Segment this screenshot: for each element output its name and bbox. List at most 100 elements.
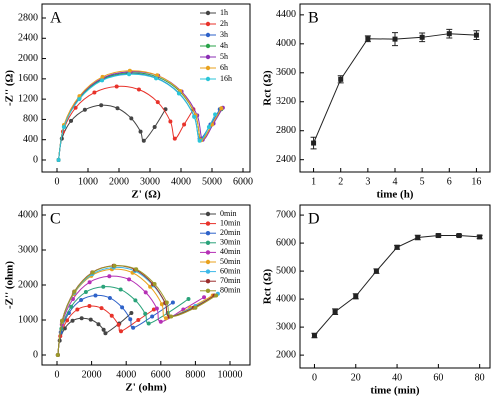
x-tick-label: 4000 — [116, 369, 136, 380]
x-tick-label: 3 — [365, 176, 370, 187]
data-point — [136, 317, 141, 322]
x-tick-label: 6 — [447, 176, 452, 187]
data-point — [92, 90, 97, 95]
x-tick-label: 1000 — [78, 176, 98, 187]
data-point — [65, 318, 70, 323]
data-point — [129, 310, 134, 315]
y-axis-label: Rct (Ω) — [262, 268, 274, 304]
data-point — [79, 298, 84, 303]
series-line — [57, 265, 217, 356]
y-tick-label: 2800 — [18, 12, 38, 23]
x-axis-label: time (h) — [377, 189, 414, 201]
data-point — [88, 317, 93, 322]
data-point — [93, 293, 98, 298]
data-point — [69, 304, 74, 309]
y-axis-label: -Z'' (ohm) — [4, 261, 16, 309]
series-line — [57, 266, 219, 356]
legend-marker — [205, 211, 211, 217]
data-point — [60, 318, 65, 323]
data-point — [115, 106, 120, 111]
y-tick-label: 7000 — [276, 209, 296, 220]
x-axis-label: Z' (Ω) — [131, 189, 161, 201]
data-point — [73, 105, 78, 110]
data-point — [172, 136, 177, 141]
data-point — [116, 322, 121, 327]
data-point — [133, 298, 138, 303]
data-point — [158, 319, 163, 324]
legend-label: 40min — [220, 247, 240, 256]
data-point — [141, 138, 146, 143]
legend-label: 0min — [220, 209, 236, 218]
data-point — [311, 140, 317, 146]
data-point — [99, 306, 104, 311]
x-tick-label: 40 — [392, 372, 402, 383]
data-point — [118, 287, 123, 292]
data-point — [83, 289, 88, 294]
x-tick-label: 6000 — [151, 369, 171, 380]
legend-label: 30min — [220, 238, 240, 247]
y-tick-label: 3000 — [276, 321, 296, 332]
data-point — [206, 125, 211, 130]
data-point — [75, 307, 80, 312]
legend-marker — [205, 32, 211, 38]
data-point — [114, 84, 119, 89]
data-point — [134, 267, 139, 272]
x-tick-label: 5 — [420, 176, 425, 187]
legend-marker — [205, 65, 211, 71]
y-tick-label: 4000 — [276, 38, 296, 49]
panel-label: B — [308, 10, 319, 27]
data-point — [477, 234, 483, 240]
data-point — [61, 125, 66, 130]
data-point — [159, 302, 164, 307]
legend-marker — [205, 269, 211, 274]
data-point — [100, 78, 105, 83]
data-point — [55, 352, 60, 357]
data-point — [338, 76, 344, 82]
legend-label: 4h — [220, 41, 228, 50]
x-tick-label: 8000 — [185, 369, 205, 380]
data-point — [154, 76, 159, 81]
legend-marker — [205, 259, 211, 265]
data-point — [131, 325, 136, 330]
data-point — [332, 309, 338, 315]
series-line — [314, 235, 480, 336]
legend-marker — [205, 10, 211, 16]
data-point — [197, 138, 202, 143]
legend-label: 60min — [220, 266, 240, 275]
y-tick-label: 400 — [23, 134, 38, 145]
x-tick-label: 60 — [433, 372, 443, 383]
data-point — [138, 129, 143, 134]
y-axis-label: Rct (Ω) — [262, 70, 274, 106]
data-point — [87, 280, 92, 285]
x-tick-label: 0 — [55, 176, 60, 187]
y-tick-label: 5000 — [276, 265, 296, 276]
series-line — [57, 305, 155, 356]
data-point — [103, 331, 108, 336]
y-tick-label: 4000 — [18, 209, 38, 220]
y-tick-label: 4000 — [276, 293, 296, 304]
legend-label: 6h — [220, 63, 228, 72]
series-line — [57, 294, 174, 356]
legend-marker — [205, 221, 211, 226]
y-tick-label: 1200 — [18, 93, 38, 104]
data-point — [415, 234, 421, 240]
series-line — [57, 312, 132, 356]
legend-label: 1h — [220, 8, 228, 17]
x-tick-label: 2000 — [109, 176, 129, 187]
data-point — [392, 36, 398, 42]
data-point — [146, 321, 151, 326]
y-tick-label: 3600 — [276, 67, 296, 78]
x-tick-label: 16 — [471, 176, 481, 187]
x-tick-label: 2 — [338, 176, 343, 187]
data-point — [107, 274, 112, 279]
legend-marker — [205, 21, 211, 27]
x-tick-label: 2000 — [82, 369, 102, 380]
data-point — [164, 300, 169, 305]
y-tick-label: 2000 — [18, 279, 38, 290]
y-tick-label: 0 — [33, 154, 38, 165]
x-tick-label: 4000 — [171, 176, 191, 187]
data-point — [419, 34, 425, 40]
data-point — [127, 68, 132, 73]
data-point — [143, 290, 148, 295]
